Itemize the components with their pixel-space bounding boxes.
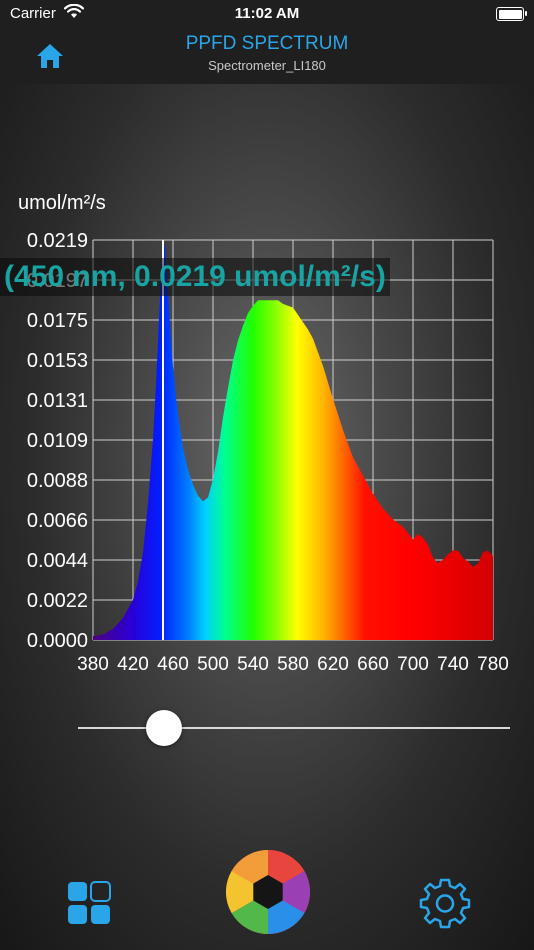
y-tick-label: 0.0131 xyxy=(27,390,88,412)
wifi-icon xyxy=(63,3,85,24)
spectrum-area xyxy=(93,240,493,640)
battery-icon xyxy=(496,7,527,21)
x-tick-label: 620 xyxy=(317,654,349,675)
grid-view-button[interactable] xyxy=(66,880,112,926)
x-tick-label: 500 xyxy=(197,654,229,675)
carrier-label: Carrier xyxy=(10,5,56,22)
x-tick-label: 460 xyxy=(157,654,189,675)
y-axis-ticks: 0.0000 0.0022 0.0044 0.0066 0.0088 0.0109 0.01… xyxy=(27,230,88,652)
y-tick-label: 0.0022 xyxy=(27,590,88,612)
x-tick-label: 740 xyxy=(437,654,469,675)
x-axis-ticks: 380 420 460 500 540 580 620 660 700 740 780 xyxy=(77,654,509,675)
y-tick-label: 0.0153 xyxy=(27,350,88,372)
cursor-readout: (450 nm, 0.0219 umol/m²/s) xyxy=(0,258,390,296)
spectrum-chart: 0.0000 0.0022 0.0044 0.0066 0.0088 0.0109 0.01… xyxy=(27,230,509,675)
slider-track[interactable] xyxy=(78,727,510,729)
x-tick-label: 660 xyxy=(357,654,389,675)
y-axis-unit-label: umol/m²/s xyxy=(18,192,106,214)
y-tick-label: 0.0000 xyxy=(27,630,88,652)
wavelength-slider[interactable] xyxy=(78,710,510,746)
y-tick-label: 0.0175 xyxy=(27,310,88,332)
x-tick-label: 540 xyxy=(237,654,269,675)
grid-icon xyxy=(68,881,111,924)
x-tick-label: 700 xyxy=(397,654,429,675)
camera-aperture-icon xyxy=(225,850,311,934)
x-tick-label: 420 xyxy=(117,654,149,675)
slider-thumb[interactable] xyxy=(146,710,182,746)
x-tick-label: 380 xyxy=(77,654,109,675)
page-title: PPFD SPECTRUM xyxy=(185,33,349,54)
capture-button[interactable] xyxy=(224,848,312,936)
y-tick-label: 0.0066 xyxy=(27,510,88,532)
x-tick-label: 580 xyxy=(277,654,309,675)
y-tick-label: 0.0219 xyxy=(27,230,88,252)
y-tick-label: 0.0088 xyxy=(27,470,88,492)
status-time: 11:02 AM xyxy=(234,5,300,22)
y-tick-label: 0.0044 xyxy=(27,550,88,572)
gear-icon xyxy=(419,878,471,929)
home-icon[interactable] xyxy=(34,40,66,72)
device-subtitle: Spectrometer_LI180 xyxy=(208,58,326,73)
x-tick-label: 780 xyxy=(477,654,509,675)
settings-button[interactable] xyxy=(418,876,472,930)
status-bar: Carrier 11:02 AM xyxy=(0,0,534,28)
navigation-bar: PPFD SPECTRUM Spectrometer_LI180 xyxy=(0,28,534,84)
y-tick-label: 0.0109 xyxy=(27,430,88,452)
